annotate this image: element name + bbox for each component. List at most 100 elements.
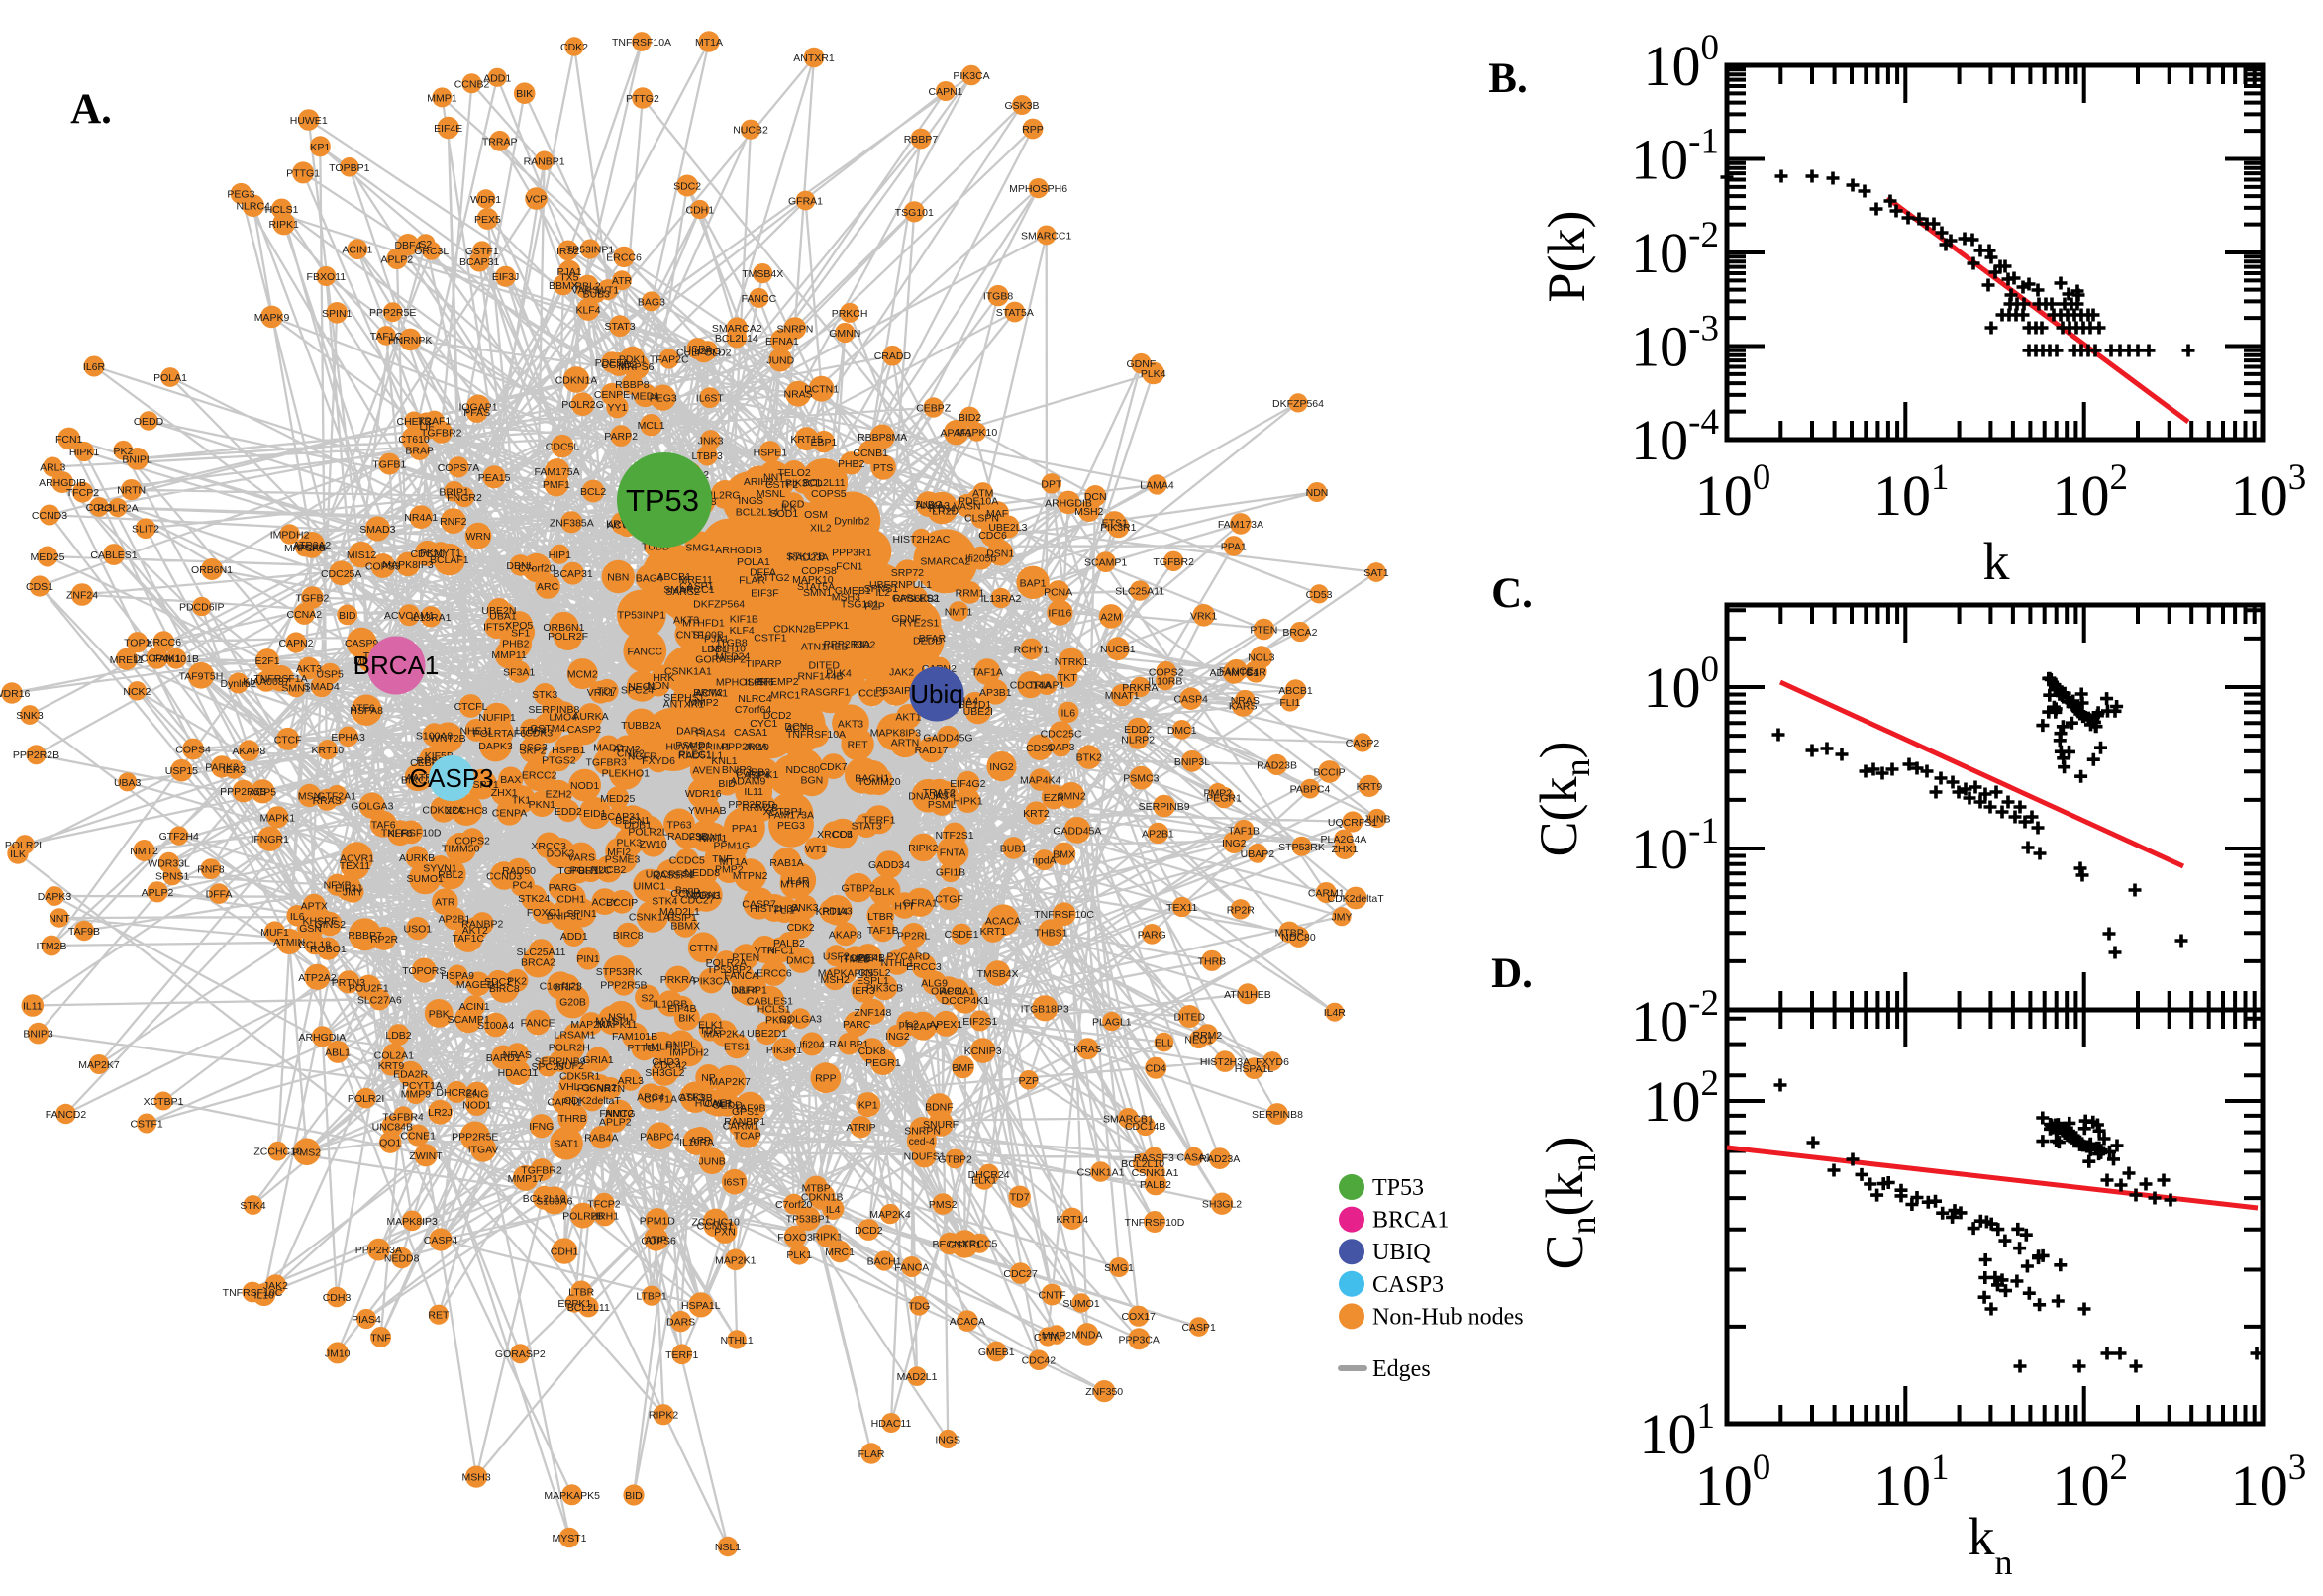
svg-text:TELO2: TELO2 [777, 467, 810, 479]
svg-text:S100A4: S100A4 [477, 1020, 515, 1032]
svg-text:CTGF: CTGF [935, 894, 963, 906]
svg-text:CCNB1: CCNB1 [853, 448, 888, 459]
svg-text:TGFB2: TGFB2 [295, 593, 329, 605]
svg-text:BAX: BAX [500, 774, 521, 786]
svg-text:CDC42: CDC42 [1022, 1355, 1057, 1367]
svg-text:DCD: DCD [782, 498, 805, 510]
svg-text:MFI2: MFI2 [607, 847, 631, 858]
svg-text:A.: A. [70, 86, 112, 133]
svg-text:AKT2: AKT2 [462, 925, 488, 937]
svg-text:PPP2R5D: PPP2R5D [728, 799, 775, 811]
svg-text:XRCC5: XRCC5 [962, 1239, 998, 1250]
svg-text:PPP2R5E: PPP2R5E [369, 307, 416, 319]
svg-text:PBK: PBK [429, 1008, 450, 1020]
svg-text:RAD50: RAD50 [502, 865, 536, 877]
svg-text:KRT15: KRT15 [790, 434, 823, 446]
svg-text:BTK2: BTK2 [1076, 752, 1102, 764]
svg-text:MAP3K5: MAP3K5 [284, 543, 326, 554]
svg-text:pfs2: pfs2 [899, 1019, 919, 1031]
svg-text:LTBR: LTBR [867, 911, 893, 923]
svg-text:10-2: 10-2 [1631, 215, 1719, 285]
svg-text:MED25: MED25 [30, 551, 64, 563]
svg-text:SMARCA2: SMARCA2 [920, 556, 970, 568]
svg-text:RBBP8MA: RBBP8MA [858, 432, 907, 444]
svg-text:RALBP1: RALBP1 [829, 1039, 868, 1050]
svg-text:JUNB: JUNB [698, 1156, 725, 1168]
svg-text:PPP2R2B: PPP2R2B [13, 749, 59, 761]
svg-text:BCAP31: BCAP31 [459, 256, 499, 268]
svg-text:GMNN: GMNN [829, 328, 860, 340]
svg-text:CALR: CALR [704, 1098, 732, 1110]
svg-text:KRT9: KRT9 [1357, 781, 1383, 793]
svg-text:SNURF: SNURF [923, 1119, 959, 1131]
svg-text:IL13RA2: IL13RA2 [980, 593, 1021, 605]
svg-text:TOPBP1: TOPBP1 [329, 162, 369, 174]
svg-text:GTF2A1: GTF2A1 [317, 790, 356, 802]
svg-text:BCL2: BCL2 [580, 486, 606, 498]
svg-text:NLRP1: NLRP1 [734, 984, 767, 996]
svg-text:CCDC5: CCDC5 [669, 855, 705, 867]
svg-text:C1orf123: C1orf123 [540, 981, 582, 993]
svg-text:CDH1: CDH1 [551, 1247, 579, 1258]
svg-text:STAT5A: STAT5A [996, 307, 1034, 319]
svg-text:UBA3: UBA3 [114, 777, 142, 789]
svg-text:CCNA2: CCNA2 [287, 609, 323, 621]
svg-text:KRT1: KRT1 [980, 926, 1007, 938]
svg-text:PARG: PARG [549, 882, 577, 894]
svg-text:PARP2: PARP2 [604, 431, 638, 443]
svg-text:ZWINT: ZWINT [409, 1150, 443, 1162]
svg-text:HIPK1: HIPK1 [69, 447, 100, 458]
svg-text:ABL1: ABL1 [325, 1047, 351, 1058]
svg-text:MED1: MED1 [631, 390, 659, 402]
svg-text:RIPK1: RIPK1 [813, 1232, 844, 1244]
svg-text:RNF8: RNF8 [197, 864, 225, 876]
svg-text:STK17B: STK17B [786, 551, 825, 563]
svg-text:PHB2: PHB2 [502, 639, 530, 650]
svg-text:ATF3: ATF3 [679, 1092, 704, 1104]
svg-text:DKFZP564: DKFZP564 [693, 598, 745, 610]
svg-text:S2: S2 [641, 992, 654, 1004]
svg-text:SMG1: SMG1 [685, 542, 715, 553]
svg-text:PZP: PZP [1019, 1075, 1039, 1087]
svg-text:NFYB: NFYB [324, 880, 352, 892]
svg-text:PP2RL: PP2RL [897, 931, 930, 943]
svg-text:ACVR1: ACVR1 [340, 853, 374, 865]
svg-text:TMSB4X: TMSB4X [977, 968, 1019, 980]
svg-text:10-4: 10-4 [1631, 402, 1719, 472]
svg-text:TSG101: TSG101 [841, 598, 879, 610]
svg-text:BRAP: BRAP [405, 446, 434, 457]
svg-text:MAPKAPK5: MAPKAPK5 [544, 1490, 600, 1502]
svg-text:S2: S2 [419, 239, 432, 250]
svg-text:SNRPN: SNRPN [777, 324, 814, 336]
svg-text:GTBP2: GTBP2 [841, 883, 875, 895]
svg-text:TAF1A: TAF1A [971, 667, 1003, 679]
svg-text:ZNF385A: ZNF385A [550, 517, 594, 529]
svg-text:SF3A1: SF3A1 [503, 667, 535, 679]
svg-text:100: 100 [1644, 649, 1720, 720]
svg-text:CTTN: CTTN [689, 943, 717, 954]
svg-text:CT610: CT610 [398, 434, 430, 446]
svg-text:RPP: RPP [815, 1073, 837, 1085]
svg-text:RET: RET [428, 1310, 450, 1322]
svg-text:BCAP31: BCAP31 [553, 568, 592, 580]
svg-text:APTX: APTX [301, 901, 328, 913]
svg-text:TAF1B: TAF1B [1228, 826, 1260, 838]
svg-text:10-3: 10-3 [1631, 309, 1719, 379]
svg-text:RANBP1: RANBP1 [524, 155, 565, 167]
svg-text:SCAMP1: SCAMP1 [1084, 557, 1127, 569]
svg-text:RANBP1: RANBP1 [724, 1116, 765, 1128]
svg-text:ATMIN: ATMIN [273, 937, 305, 948]
svg-text:POLR2F: POLR2F [548, 631, 588, 643]
svg-text:PLEKHO1: PLEKHO1 [602, 768, 651, 780]
svg-text:HTT: HTT [894, 901, 915, 913]
svg-text:HRK: HRK [653, 672, 674, 684]
svg-text:ATRIP: ATRIP [846, 1122, 875, 1134]
svg-text:PIK3R1: PIK3R1 [766, 1045, 802, 1056]
svg-text:OEDD: OEDD [134, 416, 164, 428]
svg-text:FCN1: FCN1 [55, 434, 83, 446]
svg-text:COPS5: COPS5 [811, 488, 847, 500]
svg-text:JNK3: JNK3 [698, 435, 724, 447]
svg-text:TERF1: TERF1 [665, 1349, 698, 1361]
svg-text:YY1: YY1 [607, 402, 627, 414]
svg-text:KCNIP3: KCNIP3 [964, 1046, 1002, 1057]
